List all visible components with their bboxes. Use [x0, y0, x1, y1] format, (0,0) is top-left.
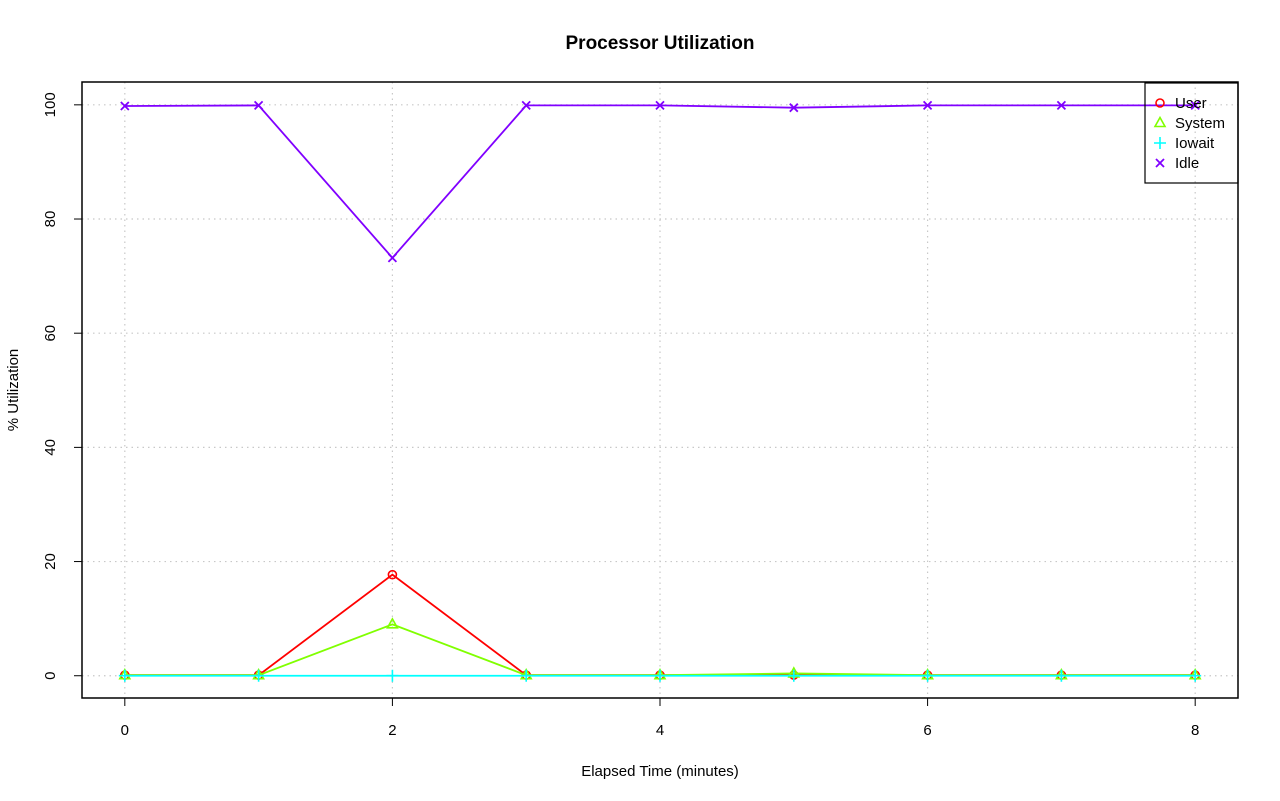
plus-marker — [654, 669, 666, 682]
cross-marker — [655, 100, 665, 111]
x-tick-label: 6 — [923, 722, 931, 739]
x-tick-label: 2 — [388, 722, 396, 739]
x-tick-label: 0 — [121, 722, 129, 739]
legend-item-iowait: Iowait — [1154, 135, 1215, 152]
cross-marker — [1056, 100, 1067, 111]
cross-marker — [1190, 100, 1200, 111]
cross-marker — [922, 100, 933, 111]
chart-title: Processor Utilization — [566, 33, 755, 54]
plus-marker — [520, 669, 533, 682]
y-tick-label: 80 — [42, 211, 59, 228]
cross-marker — [789, 103, 799, 113]
x-tick-label: 8 — [1191, 722, 1199, 739]
circle-marker — [387, 569, 398, 580]
y-tick-label: 0 — [42, 672, 59, 680]
plus-marker — [386, 669, 399, 682]
plus-marker — [252, 669, 265, 682]
plus-marker — [1189, 669, 1202, 682]
x-axis-label: Elapsed Time (minutes) — [581, 763, 739, 780]
plus-marker — [1055, 669, 1068, 682]
triangle-marker — [386, 617, 399, 629]
y-tick-label: 100 — [42, 92, 59, 117]
cross-marker — [521, 100, 531, 111]
plus-marker — [787, 669, 800, 682]
legend-label-idle: Idle — [1175, 155, 1199, 172]
triangle-marker — [1153, 115, 1167, 128]
series-idle — [120, 100, 1200, 263]
y-tick-label: 20 — [42, 553, 59, 570]
series-layer — [118, 100, 1202, 682]
cross-marker — [387, 253, 398, 263]
legend-label-iowait: Iowait — [1175, 135, 1215, 152]
grid-lines — [82, 82, 1238, 698]
legend-label-user: User — [1175, 95, 1207, 112]
plus-marker — [118, 669, 131, 682]
x-tick-label: 4 — [656, 722, 664, 739]
legend-item-idle: Idle — [1155, 155, 1199, 172]
legend-label-system: System — [1175, 115, 1225, 132]
legend-item-user: User — [1155, 95, 1207, 112]
circle-marker — [1155, 98, 1165, 108]
plus-marker — [921, 669, 934, 682]
cross-marker — [253, 100, 264, 111]
cross-marker — [120, 101, 130, 111]
series-user — [120, 569, 1200, 680]
y-axis-label: % Utilization — [5, 349, 22, 432]
plus-marker — [1154, 137, 1166, 149]
cross-marker — [1155, 158, 1165, 168]
y-tick-label: 60 — [42, 325, 59, 342]
series-iowait — [118, 669, 1202, 682]
y-tick-label: 40 — [42, 439, 59, 456]
legend-item-system: System — [1153, 115, 1225, 132]
legend: User System Iowait Idle — [1144, 82, 1239, 184]
legend-box — [1144, 82, 1239, 184]
